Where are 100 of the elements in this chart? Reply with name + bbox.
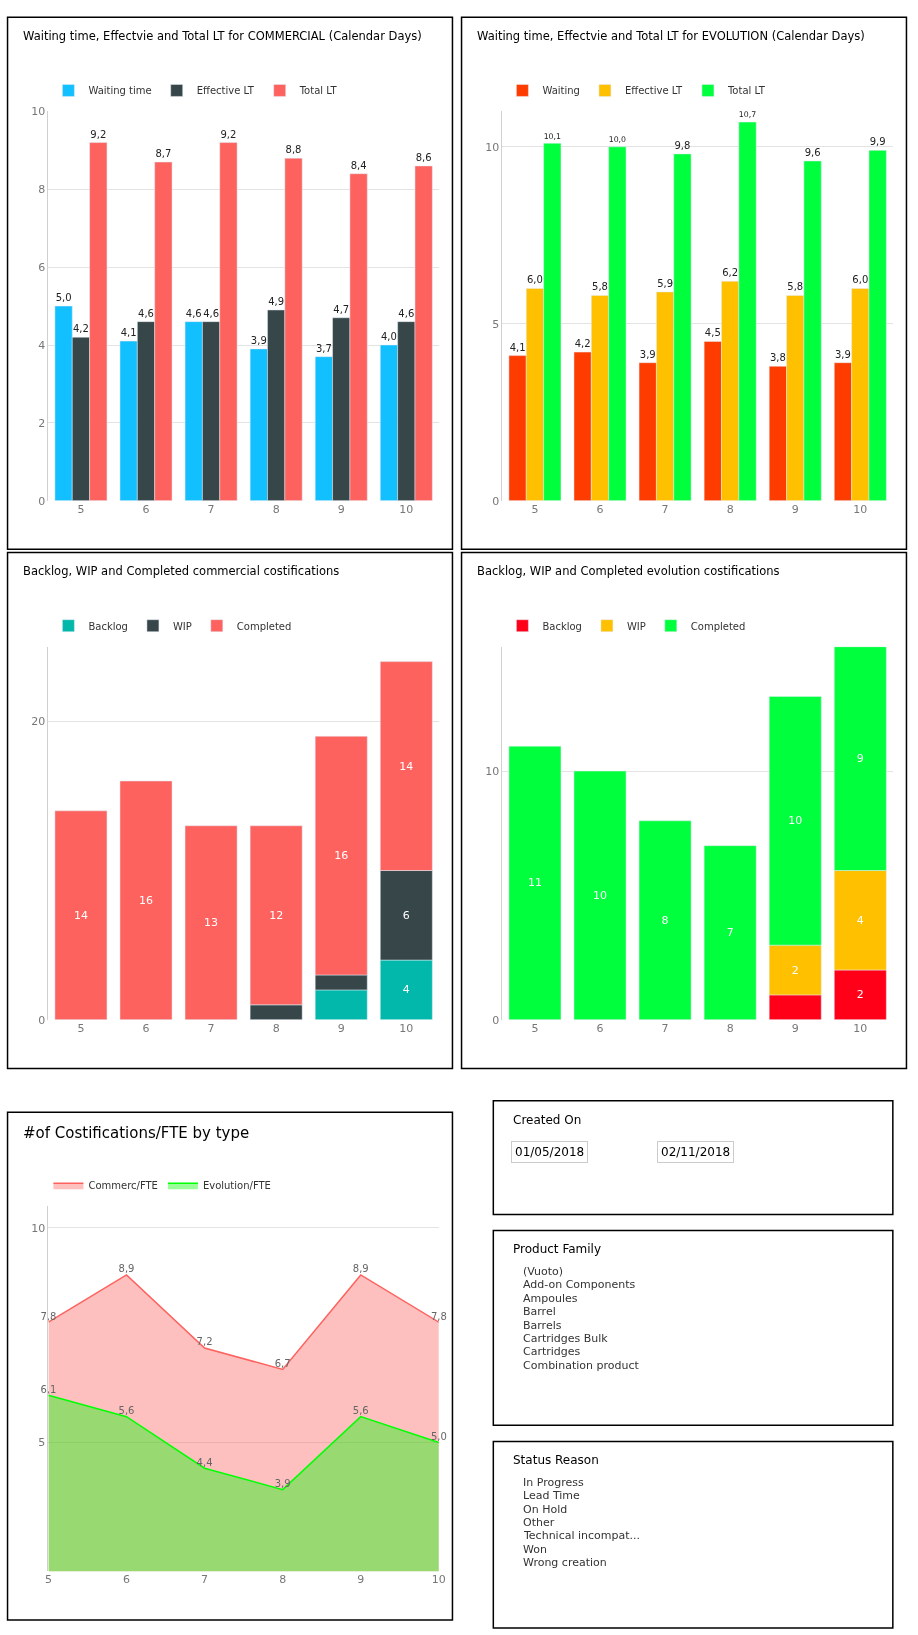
x-tick-label: 6 <box>596 502 604 516</box>
y-tick-label: 2 <box>38 416 46 430</box>
data-label: 5,0 <box>55 292 72 304</box>
y-tick-label: 10 <box>485 764 500 778</box>
text: Cartridges <box>523 1345 581 1358</box>
x-tick-label: 9 <box>791 1021 799 1035</box>
chart-title: Backlog, WIP and Completed evolution costifications <box>477 564 780 578</box>
data-label: 9,6 <box>804 146 821 158</box>
data-label: 9,9 <box>869 136 886 148</box>
data-label: 6,0 <box>852 274 869 286</box>
text: Barrels <box>523 1319 562 1332</box>
x-tick-label: 6 <box>142 1021 150 1035</box>
data-label: 4,9 <box>268 295 285 307</box>
data-label: 4,1 <box>509 341 526 353</box>
data-label: 3,9 <box>250 334 267 346</box>
y-tick-label: 0 <box>38 494 46 508</box>
text: (Vuoto) <box>523 1265 564 1278</box>
legend-label: Commerc/FTE <box>88 1180 158 1192</box>
legend-label: Backlog <box>542 620 582 632</box>
text: Add-on Components <box>523 1278 636 1291</box>
x-tick-label: 7 <box>661 502 669 516</box>
legend-label: Total LT <box>298 85 338 97</box>
data-label: 9,2 <box>220 128 237 140</box>
data-label: 9 <box>856 752 864 766</box>
chart-title: Waiting time, Effectvie and Total LT for EVOLUTION (Calendar Days) <box>477 29 865 43</box>
data-label: 10,0 <box>608 135 627 145</box>
y-tick-label: 10 <box>31 105 46 119</box>
text: Status Reason <box>513 1453 599 1467</box>
legend-label: Waiting <box>542 85 580 97</box>
text: Other <box>523 1516 555 1529</box>
text: Technical incompat... <box>523 1529 641 1542</box>
x-tick-label: 9 <box>337 1021 345 1035</box>
x-tick-label: 6 <box>122 1573 130 1587</box>
data-label: 6 <box>402 908 410 922</box>
data-label: 4,5 <box>704 327 721 339</box>
x-tick-label: 8 <box>726 1021 734 1035</box>
legend-label: WIP <box>626 620 646 632</box>
data-label: 10,7 <box>738 110 757 120</box>
data-label: 7,8 <box>40 1310 57 1322</box>
data-label: 8 <box>661 913 669 927</box>
data-label: 4,7 <box>333 303 350 315</box>
data-label: 5,6 <box>118 1405 135 1417</box>
data-label: 10 <box>593 888 608 902</box>
data-label: 4,2 <box>574 338 591 350</box>
x-tick-label: 6 <box>596 1021 604 1035</box>
x-tick-label: 5 <box>77 1021 85 1035</box>
data-label: 10 <box>788 814 803 828</box>
legend-label: Effective LT <box>624 85 683 97</box>
legend-label: Evolution/FTE <box>202 1180 271 1192</box>
data-label: 7,8 <box>430 1310 447 1322</box>
data-label: 3,8 <box>769 352 786 364</box>
legend-label: Backlog <box>88 620 128 632</box>
data-label: 3,7 <box>315 342 332 354</box>
data-label: 5,6 <box>352 1405 369 1417</box>
text: 01/05/2018 <box>515 1145 585 1159</box>
data-label: 8,7 <box>155 148 172 160</box>
data-label: 5,8 <box>592 281 608 293</box>
chart-title: Backlog, WIP and Completed commercial costifications <box>23 564 340 578</box>
data-label: 11 <box>527 876 542 890</box>
data-label: 2 <box>856 988 864 1002</box>
x-tick-label: 8 <box>272 502 280 516</box>
data-label: 4 <box>402 983 410 997</box>
text: 02/11/2018 <box>661 1145 731 1159</box>
y-tick-label: 4 <box>38 338 46 352</box>
data-label: 6,2 <box>722 267 739 279</box>
data-label: 4,6 <box>185 307 202 319</box>
legend-label: Completed <box>236 620 292 632</box>
y-tick-label: 5 <box>38 1436 46 1450</box>
x-tick-label: 10 <box>853 1021 868 1035</box>
data-label: 4,6 <box>203 307 220 319</box>
text: Product Family <box>513 1242 601 1256</box>
data-label: 16 <box>334 849 349 863</box>
y-tick-label: 10 <box>485 140 500 154</box>
x-tick-label: 8 <box>726 502 734 516</box>
data-label: 4,6 <box>138 307 154 319</box>
x-tick-label: 7 <box>207 502 215 516</box>
data-label: 7,2 <box>196 1336 213 1348</box>
text: Wrong creation <box>523 1556 607 1569</box>
data-label: 5,8 <box>787 281 804 293</box>
bar <box>119 780 173 1020</box>
text: Combination product <box>523 1359 640 1372</box>
x-tick-label: 10 <box>431 1573 446 1587</box>
data-label: 4,1 <box>120 327 137 339</box>
legend-label: Completed <box>690 620 746 632</box>
text: Barrel <box>523 1305 556 1318</box>
chart-title: Waiting time, Effectvie and Total LT for COMMERCIAL (Calendar Days) <box>23 29 422 43</box>
data-label: 3,9 <box>274 1478 291 1490</box>
y-tick-label: 6 <box>38 260 46 274</box>
x-tick-label: 5 <box>77 502 85 516</box>
y-tick-label: 8 <box>38 183 46 197</box>
x-tick-label: 10 <box>399 1021 414 1035</box>
data-label: 5,0 <box>430 1430 447 1442</box>
legend-label: Waiting time <box>88 85 152 97</box>
x-tick-label: 8 <box>279 1573 287 1587</box>
x-tick-label: 10 <box>399 502 414 516</box>
x-tick-label: 6 <box>142 502 150 516</box>
data-label: 8,9 <box>118 1263 135 1275</box>
x-tick-label: 7 <box>661 1021 669 1035</box>
data-label: 4,0 <box>381 331 397 342</box>
data-label: 8,8 <box>285 144 302 156</box>
